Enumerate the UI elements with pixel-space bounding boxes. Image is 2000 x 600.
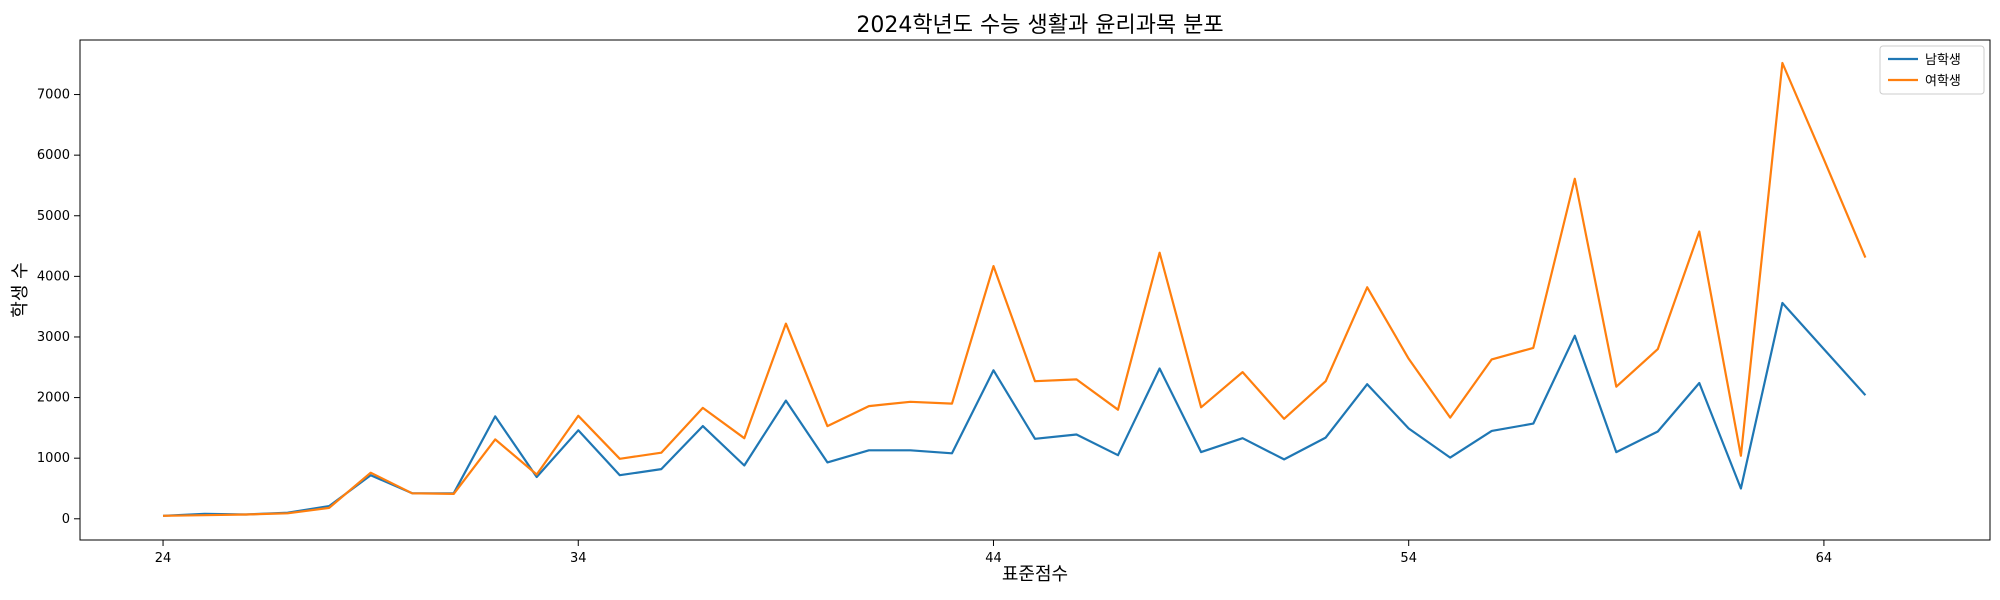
chart-title: 2024학년도 수능 생활과 윤리과목 분포 — [856, 13, 1223, 38]
y-tick-label: 0 — [62, 512, 70, 527]
y-axis-label: 학생 수 — [10, 262, 31, 317]
x-tick-label: 64 — [1816, 551, 1833, 566]
x-tick-label: 34 — [570, 551, 587, 566]
y-tick-label: 4000 — [37, 269, 70, 284]
x-tick-label: 44 — [985, 551, 1002, 566]
x-axis: 24 34 44 54 64 — [155, 540, 1832, 566]
legend-label-1: 남학생 — [1925, 53, 1961, 68]
y-tick-label: 2000 — [37, 391, 70, 406]
x-tick-label: 24 — [155, 551, 172, 566]
y-tick-label: 7000 — [37, 88, 70, 103]
series-line-2 — [162, 61, 1867, 517]
x-axis-label: 표준점수 — [1002, 564, 1068, 585]
series-layer — [162, 61, 1867, 517]
plot-area — [79, 39, 1991, 541]
y-tick-label: 6000 — [37, 148, 70, 163]
legend-label-2: 여학생 — [1925, 74, 1961, 89]
y-tick-label: 3000 — [37, 330, 70, 345]
y-axis: 0 1000 2000 3000 4000 5000 6000 7000 — [37, 88, 80, 527]
x-tick-label: 54 — [1400, 551, 1417, 566]
series-line-1 — [162, 301, 1867, 517]
y-tick-label: 5000 — [37, 209, 70, 224]
y-tick-label: 1000 — [37, 451, 70, 466]
